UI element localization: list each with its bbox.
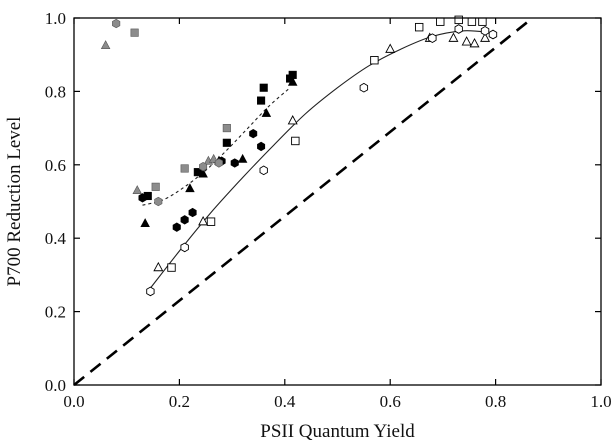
data-point-triangle [140,218,150,228]
points-layer [100,15,498,297]
data-point-triangle [385,43,396,53]
y-tick-label: 0.2 [45,303,66,322]
data-point-square [130,28,139,37]
data-point-hexagon [146,286,155,297]
data-point-hexagon [259,165,268,176]
y-axis-title: P700 Reduction Level [4,117,25,287]
x-tick-label: 0.0 [63,392,84,411]
x-tick-label: 0.8 [485,392,506,411]
data-point-hexagon [172,222,181,232]
y-tick-label: 1.0 [45,9,66,28]
data-point-triangle [237,153,248,163]
fit-curve-2 [147,30,491,292]
data-point-triangle [153,261,164,272]
x-axis-title: PSII Quantum Yield [260,421,415,442]
data-point-triangle [185,183,195,193]
data-point-hexagon [112,18,121,29]
data-point-hexagon [180,215,189,225]
data-point-hexagon [488,29,498,40]
data-point-square [257,96,266,105]
y-tick-label: 0.4 [45,229,67,248]
data-point-square [222,124,231,133]
data-point-square [478,17,487,26]
data-point-triangle [198,168,208,178]
x-tick-label: 0.2 [169,392,190,411]
x-tick-label: 1.0 [590,392,611,411]
data-point-triangle [480,32,491,42]
axis-layer: 0.0 0.2 0.4 0.6 0.8 1.0 0.0 0.2 0.4 0.6 0.8 1.0 [45,9,612,411]
data-point-square [370,56,379,65]
data-point-hexagon [188,207,197,218]
data-point-hexagon [154,196,163,207]
data-point-square [259,83,268,92]
data-point-triangle [461,36,472,46]
x-tick-label: 0.6 [380,392,401,411]
data-point-square [222,138,231,147]
data-point-triangle [287,76,298,86]
data-point-hexagon [180,242,189,253]
plot-frame [73,17,602,386]
reference-line [73,16,534,387]
data-point-triangle [469,37,480,48]
data-point-triangle [100,40,111,50]
y-tick-label: 0.6 [45,156,66,175]
x-tick-label: 0.4 [274,392,296,411]
data-point-triangle [287,115,298,125]
data-point-triangle [198,215,209,226]
data-point-triangle [448,32,459,42]
fit-curve-1 [142,87,291,206]
data-point-square [206,217,216,226]
data-point-hexagon [480,25,490,36]
data-point-hexagon [214,158,223,168]
data-point-square [151,182,160,191]
data-point-hexagon [454,24,463,34]
data-point-square [436,17,445,26]
data-point-hexagon [428,33,437,44]
data-point-hexagon [199,161,208,172]
data-point-hexagon [230,158,239,168]
data-point-square [167,263,176,272]
data-point-square [180,164,189,173]
y-tick-label: 0.0 [45,376,66,395]
y-tick-label: 0.8 [45,82,66,101]
data-point-square [467,17,477,26]
data-point-triangle [132,185,142,194]
data-point-square [454,15,463,25]
data-point-triangle [261,108,272,117]
data-point-hexagon [138,193,147,203]
data-point-hexagon [257,141,266,152]
data-point-square [291,136,300,146]
data-point-square [414,22,424,32]
data-point-hexagon [249,128,258,139]
data-point-hexagon [359,82,369,93]
